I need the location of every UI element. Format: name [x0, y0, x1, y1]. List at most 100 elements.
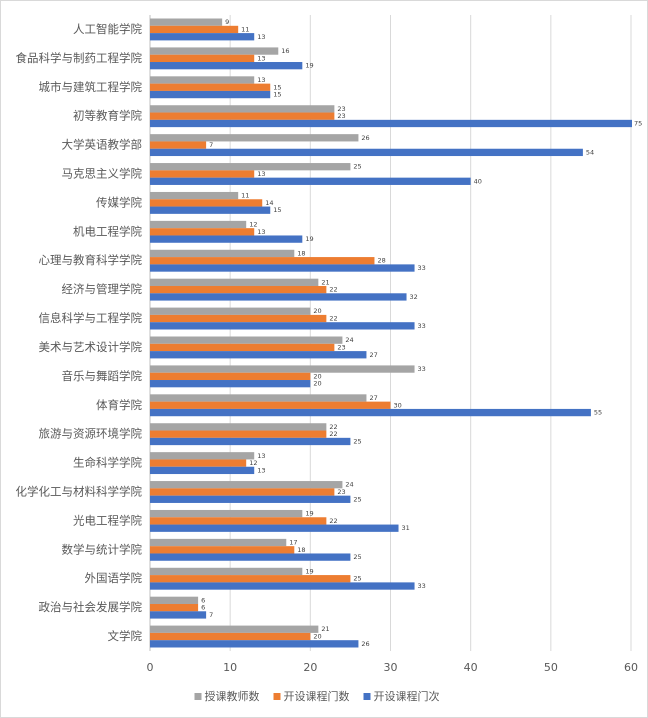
bar	[150, 459, 247, 467]
bar	[150, 546, 295, 554]
value-label: 13	[257, 33, 265, 41]
value-label: 20	[313, 633, 321, 641]
bar	[150, 47, 279, 55]
bar	[150, 206, 271, 214]
bar	[150, 553, 351, 561]
value-label: 21	[321, 278, 329, 286]
x-tick-label: 10	[223, 661, 237, 674]
bar	[150, 625, 319, 633]
value-label: 13	[257, 466, 265, 474]
value-label: 13	[257, 228, 265, 236]
bar	[150, 307, 311, 315]
value-label: 15	[273, 83, 281, 91]
bar	[150, 437, 351, 446]
bar	[150, 76, 255, 84]
value-label: 25	[353, 437, 361, 445]
legend-swatch	[273, 693, 281, 700]
legend-label: 开设课程门数	[284, 689, 350, 703]
bar	[150, 336, 343, 344]
bar	[150, 408, 591, 417]
bar	[150, 25, 239, 34]
bar	[150, 148, 583, 157]
category-label: 大学英语教学部	[62, 138, 143, 152]
value-label: 12	[249, 459, 257, 467]
value-label: 24	[345, 336, 353, 344]
category-label: 心理与教育科学学院	[39, 253, 143, 267]
bar	[150, 481, 343, 489]
bar	[150, 54, 255, 63]
value-label: 19	[305, 62, 313, 70]
bar	[150, 278, 319, 286]
value-label: 22	[329, 286, 337, 294]
category-label: 体育学院	[96, 398, 142, 412]
value-label: 24	[345, 481, 353, 489]
value-label: 25	[353, 495, 361, 503]
category-label: 化学化工与材料科学学院	[16, 485, 143, 499]
value-label: 17	[289, 539, 297, 547]
category-label: 政治与社会发展学院	[39, 600, 143, 614]
value-label: 11	[241, 192, 249, 200]
value-label: 40	[474, 177, 482, 185]
bar	[150, 611, 207, 619]
value-label: 32	[410, 293, 418, 301]
value-label: 20	[313, 372, 321, 380]
value-label: 33	[418, 582, 426, 590]
value-label: 23	[337, 343, 345, 351]
category-label: 马克思主义学院	[62, 167, 143, 181]
bar	[150, 466, 255, 475]
bar	[150, 293, 407, 301]
value-label: 7	[209, 141, 213, 149]
value-label: 22	[329, 423, 337, 431]
bar	[150, 134, 359, 142]
bar	[150, 105, 335, 113]
value-label: 9	[225, 18, 229, 26]
bar	[150, 112, 335, 120]
value-label: 23	[337, 105, 345, 113]
bar	[150, 509, 303, 518]
value-label: 33	[418, 365, 426, 373]
value-label: 26	[361, 134, 369, 142]
value-label: 27	[369, 351, 377, 359]
x-tick-label: 30	[384, 661, 398, 674]
bar	[150, 191, 239, 200]
bar	[150, 495, 351, 503]
x-tick-label: 60	[624, 661, 638, 674]
bar	[150, 199, 263, 207]
bar	[150, 343, 335, 352]
bar	[150, 567, 303, 576]
value-label: 15	[273, 91, 281, 99]
value-label: 21	[321, 625, 329, 633]
legend-label: 授课教师数	[205, 689, 260, 703]
category-label: 音乐与舞蹈学院	[62, 369, 143, 383]
value-label: 54	[586, 148, 594, 156]
category-label: 机电工程学院	[73, 224, 142, 238]
legend-swatch	[194, 693, 202, 700]
category-label: 城市与建筑工程学院	[39, 80, 143, 94]
value-label: 25	[353, 553, 361, 561]
value-label: 55	[594, 409, 602, 417]
bar	[150, 285, 327, 294]
category-label: 生命科学学院	[73, 456, 142, 470]
value-label: 22	[329, 517, 337, 525]
bar	[150, 603, 199, 612]
bar	[150, 430, 327, 438]
value-label: 13	[257, 54, 265, 62]
bar	[150, 257, 375, 265]
value-label: 13	[257, 452, 265, 460]
value-label: 6	[201, 604, 205, 612]
bar	[150, 575, 351, 583]
bar	[150, 177, 471, 185]
bar	[150, 141, 207, 149]
bar	[150, 640, 359, 648]
category-label: 初等教育学院	[73, 109, 142, 123]
bar	[150, 488, 335, 496]
value-label: 20	[313, 380, 321, 388]
category-label: 信息科学与工程学院	[39, 311, 143, 325]
value-label: 18	[297, 546, 305, 554]
bar	[150, 322, 415, 330]
value-label: 14	[265, 199, 273, 207]
bar	[150, 524, 399, 532]
value-label: 18	[297, 249, 305, 257]
